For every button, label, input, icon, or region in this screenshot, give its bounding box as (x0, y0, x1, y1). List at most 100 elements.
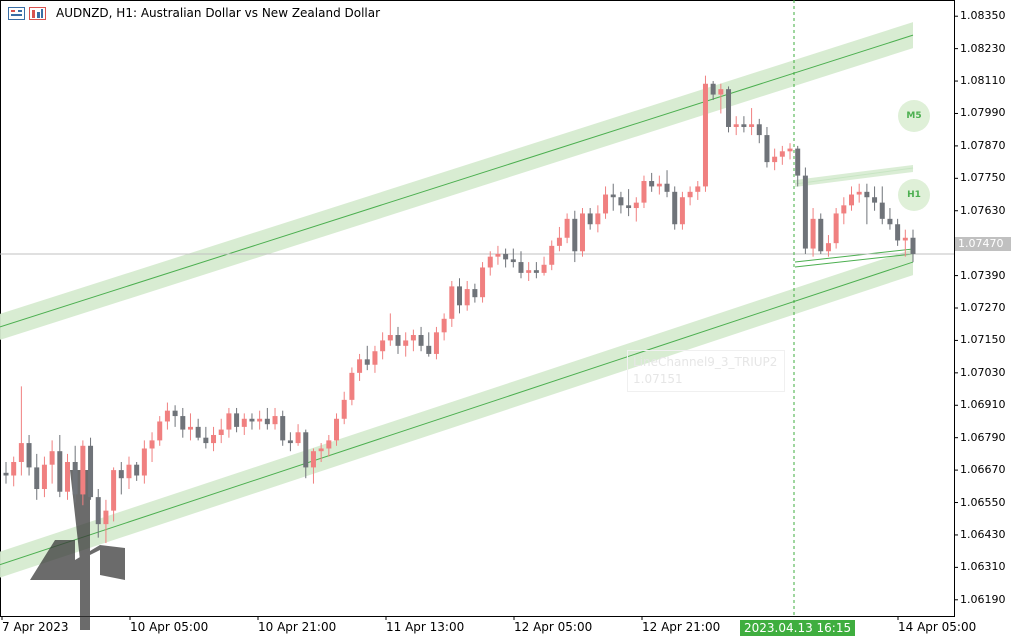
price-label: 1.08350 (960, 9, 1006, 23)
candle-body (879, 202, 885, 219)
candle-body (472, 289, 478, 298)
candle-body (649, 181, 655, 187)
candle-body (357, 359, 363, 373)
current-price-label: 1.07470 (955, 237, 1011, 251)
candle-body (833, 213, 839, 244)
candle-body (802, 175, 808, 249)
time-label: 12 Apr 21:00 (642, 620, 721, 634)
candle-body (541, 264, 547, 273)
price-label: 1.06910 (960, 398, 1006, 412)
candle-body (910, 237, 916, 254)
candle-body (372, 351, 378, 365)
candle-body (410, 335, 416, 341)
price-label: 1.07990 (960, 106, 1006, 120)
candle-body (241, 418, 247, 427)
candle-body (702, 83, 708, 187)
candle-body (533, 270, 539, 273)
price-label: 1.07630 (960, 203, 1006, 217)
candle-body (64, 462, 70, 492)
triangle-lower-line-2 (794, 253, 914, 268)
candle-body (403, 340, 409, 346)
candle-body (895, 224, 901, 241)
candle-body (257, 418, 263, 422)
price-label: 1.06670 (960, 463, 1006, 477)
candle-body (341, 399, 347, 419)
badge-h1[interactable]: H1 (898, 179, 930, 211)
badge-m5[interactable]: M5 (898, 100, 930, 132)
price-label: 1.06790 (960, 430, 1006, 444)
candle-body (664, 183, 670, 192)
chart-header: AUDNZD, H1: Australian Dollar vs New Zea… (8, 6, 380, 20)
price-label: 1.06190 (960, 592, 1006, 606)
candle-body (487, 256, 493, 268)
candle-body (57, 451, 63, 492)
candle-body (549, 245, 555, 265)
candle-body (849, 194, 855, 206)
candle-body (226, 413, 232, 430)
candle-body (287, 440, 293, 444)
candle-body (218, 429, 224, 435)
candle-body (95, 497, 101, 525)
channel-line-0 (0, 34, 914, 328)
candle-body (787, 148, 793, 152)
triangle-upper-band (795, 165, 913, 187)
candle-body (656, 183, 662, 187)
candle-body (579, 213, 585, 252)
candle-body (756, 124, 762, 136)
candle-body (349, 372, 355, 400)
price-label: 1.07270 (960, 301, 1006, 314)
candle-body (556, 237, 562, 246)
candle-body (41, 464, 47, 490)
candle-body (672, 191, 678, 225)
candle-body (3, 472, 9, 476)
candle-body (34, 467, 40, 490)
price-label: 1.08110 (960, 74, 1006, 88)
candle-body (172, 410, 178, 417)
candle-body (687, 191, 693, 198)
candle-body (457, 286, 462, 306)
candle-body (433, 332, 439, 354)
candle-body (134, 464, 140, 476)
crosshair-time-label: 2023.04.13 16:15 (740, 620, 856, 636)
candle-body (364, 359, 370, 365)
candle-body (249, 418, 255, 422)
object-tooltip-value: 1.07151 (633, 372, 683, 386)
price-label: 1.07870 (960, 138, 1006, 152)
price-label: 1.07750 (960, 171, 1006, 185)
time-label: 10 Apr 05:00 (130, 620, 209, 634)
candle-body (164, 410, 170, 422)
price-label: 1.07030 (960, 365, 1006, 379)
price-label: 1.06430 (960, 527, 1006, 541)
candle-body (387, 335, 393, 341)
candle-body (726, 89, 732, 127)
candle-body (633, 202, 639, 209)
candle-body (141, 448, 147, 476)
candle-body (564, 218, 570, 238)
candle-body (480, 267, 486, 298)
candle-body (264, 418, 270, 425)
candle-body (303, 432, 309, 468)
one-click-trading-icon[interactable] (8, 6, 25, 20)
candle-body (149, 440, 155, 449)
object-tooltip-name: LineChannel9_3_TRIUP2 (633, 355, 778, 369)
candle-body (495, 253, 501, 257)
candle-body (779, 151, 785, 157)
candle-body (103, 510, 109, 525)
candle-body (733, 124, 739, 127)
candle-body (572, 218, 578, 252)
candle-body (902, 237, 908, 241)
depth-of-market-icon[interactable] (29, 6, 46, 20)
candle-body (764, 135, 770, 163)
candle-body (272, 416, 278, 425)
candle-body (426, 345, 432, 354)
candle-body (749, 124, 755, 127)
candle-body (280, 416, 286, 441)
candle-body (72, 462, 78, 495)
time-label: 14 Apr 05:00 (898, 620, 977, 634)
time-label: 10 Apr 21:00 (258, 620, 337, 634)
candle-body (626, 205, 632, 209)
candle-body (380, 340, 386, 352)
candle-body (195, 426, 201, 438)
price-label: 1.06550 (960, 495, 1006, 509)
